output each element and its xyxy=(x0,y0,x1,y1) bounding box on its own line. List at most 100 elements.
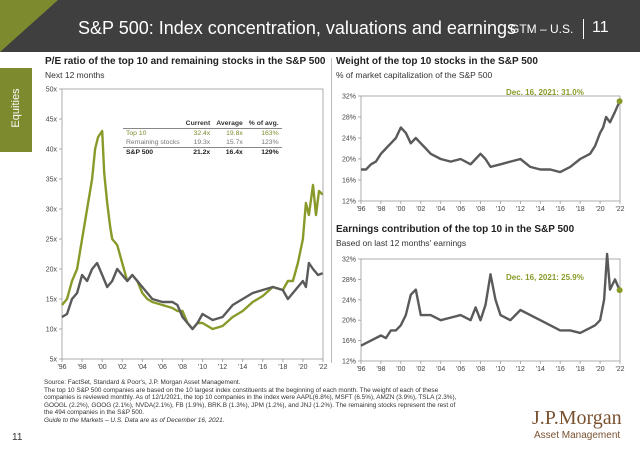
x-tick-label: '08 xyxy=(476,206,485,213)
header-page-number: 11 xyxy=(592,19,609,36)
x-tick-label: '20 xyxy=(596,366,605,373)
table-cell: 163% xyxy=(261,130,279,137)
y-tick-label: 30x xyxy=(46,207,58,214)
weight-chart-subtitle: % of market capitalization of the S&P 50… xyxy=(336,70,493,80)
y-tick-label: 20x xyxy=(46,267,58,274)
header-divider xyxy=(583,19,584,39)
y-tick-label: 16% xyxy=(342,178,356,185)
table-row: Remaining stocks 19.3x 15.7x 123% xyxy=(123,138,282,148)
y-tick-label: 24% xyxy=(342,297,356,304)
plot-frame xyxy=(360,258,621,362)
x-tick-label: '00 xyxy=(98,364,107,371)
table-header-cell: % of avg. xyxy=(245,119,282,129)
x-tick-label: '08 xyxy=(476,366,485,373)
table-cell: 15.7x xyxy=(226,139,243,146)
header-accent-triangle xyxy=(0,0,58,52)
table-cell: 32.4x xyxy=(193,130,211,137)
footnote-line: the 494 companies in the S&P 500. xyxy=(44,409,145,416)
x-tick-label: '14 xyxy=(536,206,545,213)
x-tick-label: '96 xyxy=(57,364,66,371)
y-tick-label: 45x xyxy=(46,117,58,124)
footnote-line: The top 10 S&P 500 companies are based o… xyxy=(44,386,439,394)
y-tick-label: 35x xyxy=(46,177,58,184)
table-row: S&P 500 21.2x 16.4x 129% xyxy=(123,147,282,157)
table-header-cell: Current xyxy=(182,119,214,129)
y-tick-label: 25x xyxy=(46,237,58,244)
y-tick-label: 16% xyxy=(342,338,356,345)
x-tick-label: '12 xyxy=(516,206,525,213)
y-tick-label: 40x xyxy=(46,147,58,154)
y-tick-label: 5x xyxy=(50,357,58,364)
table-cell: 19.3x xyxy=(193,139,211,146)
jpmorgan-logo-subtitle: Asset Management xyxy=(534,430,621,441)
y-tick-label: 12% xyxy=(342,199,356,206)
table-header-cell xyxy=(123,119,183,129)
earnings-chart-title: Earnings contribution of the top 10 in t… xyxy=(336,224,575,235)
pe-chart-subtitle: Next 12 months xyxy=(45,70,105,80)
table-row: Top 10 32.4x 19.8x 163% xyxy=(123,129,282,139)
plot-frame xyxy=(360,95,621,202)
x-tick-label: '14 xyxy=(536,366,545,373)
footnote: Source: FactSet, Standard & Poor's, J.P.… xyxy=(44,379,524,424)
y-tick-label: 10x xyxy=(46,327,58,334)
x-tick-label: '02 xyxy=(416,366,425,373)
pe-summary-table: Current Average % of avg. Top 10 32.4x 1… xyxy=(123,119,282,157)
y-tick-label: 28% xyxy=(342,115,356,122)
table-cell: S&P 500 xyxy=(123,147,183,157)
plot-frame xyxy=(61,88,324,360)
x-tick-label: '00 xyxy=(396,366,405,373)
x-tick-label: '04 xyxy=(138,364,147,371)
x-tick-label: '12 xyxy=(516,366,525,373)
series-line-top-10-earnings-contribution xyxy=(360,252,621,347)
footnote-source: Source: FactSet, Standard & Poor's, J.P.… xyxy=(44,379,241,386)
footnote-guide: Guide to the Markets – U.S. Data are as … xyxy=(44,416,225,424)
latest-value-dot xyxy=(616,287,623,294)
y-tick-label: 32% xyxy=(342,94,356,101)
x-tick-label: '18 xyxy=(576,206,585,213)
table-cell: 16.4x xyxy=(213,147,246,157)
section-tab[interactable]: Equities xyxy=(0,68,32,152)
table-cell: Top 10 xyxy=(126,130,147,137)
y-tick-label: 15x xyxy=(46,297,58,304)
x-tick-label: '20 xyxy=(596,206,605,213)
table-cell: Remaining stocks xyxy=(126,139,180,146)
x-tick-label: '06 xyxy=(158,364,167,371)
page-title: S&P 500: Index concentration, valuations… xyxy=(78,18,516,38)
x-tick-label: '06 xyxy=(456,206,465,213)
series-line-remaining-stocks xyxy=(61,261,324,331)
weight-chart-title: Weight of the top 10 stocks in the S&P 5… xyxy=(336,56,538,67)
x-tick-label: '00 xyxy=(396,206,405,213)
y-tick-label: 24% xyxy=(342,136,356,143)
latest-value-dot xyxy=(616,98,623,105)
x-tick-label: '12 xyxy=(218,364,227,371)
header-bar: S&P 500: Index concentration, valuations… xyxy=(0,0,640,52)
x-tick-label: '04 xyxy=(436,206,445,213)
y-tick-label: 20% xyxy=(342,318,356,325)
x-tick-label: '98 xyxy=(376,366,385,373)
latest-value-annotation: Dec. 16, 2021: 25.9% xyxy=(506,273,584,282)
pe-chart-title: P/E ratio of the top 10 and remaining st… xyxy=(45,56,326,67)
jpmorgan-logo: J.P.Morgan xyxy=(532,407,622,429)
series-line-top-10 xyxy=(61,129,324,331)
x-tick-label: '08 xyxy=(178,364,187,371)
x-tick-label: '02 xyxy=(416,206,425,213)
x-tick-label: '10 xyxy=(496,206,505,213)
x-tick-label: '22 xyxy=(318,364,327,371)
x-tick-label: '22 xyxy=(615,366,624,373)
latest-value-annotation: Dec. 16, 2021: 31.0% xyxy=(506,88,584,97)
x-tick-label: '18 xyxy=(576,366,585,373)
table-cell: 129% xyxy=(245,147,282,157)
x-tick-label: '98 xyxy=(376,206,385,213)
x-tick-label: '18 xyxy=(278,364,287,371)
x-tick-label: '02 xyxy=(118,364,127,371)
table-cell: 21.2x xyxy=(182,147,214,157)
y-tick-label: 50x xyxy=(46,87,58,94)
table-header-cell: Average xyxy=(213,119,246,129)
earnings-chart-subtitle: Based on last 12 months' earnings xyxy=(336,238,467,248)
x-tick-label: '10 xyxy=(496,366,505,373)
x-tick-label: '96 xyxy=(356,206,365,213)
x-tick-label: '16 xyxy=(556,206,565,213)
y-tick-label: 28% xyxy=(342,277,356,284)
x-tick-label: '14 xyxy=(238,364,247,371)
